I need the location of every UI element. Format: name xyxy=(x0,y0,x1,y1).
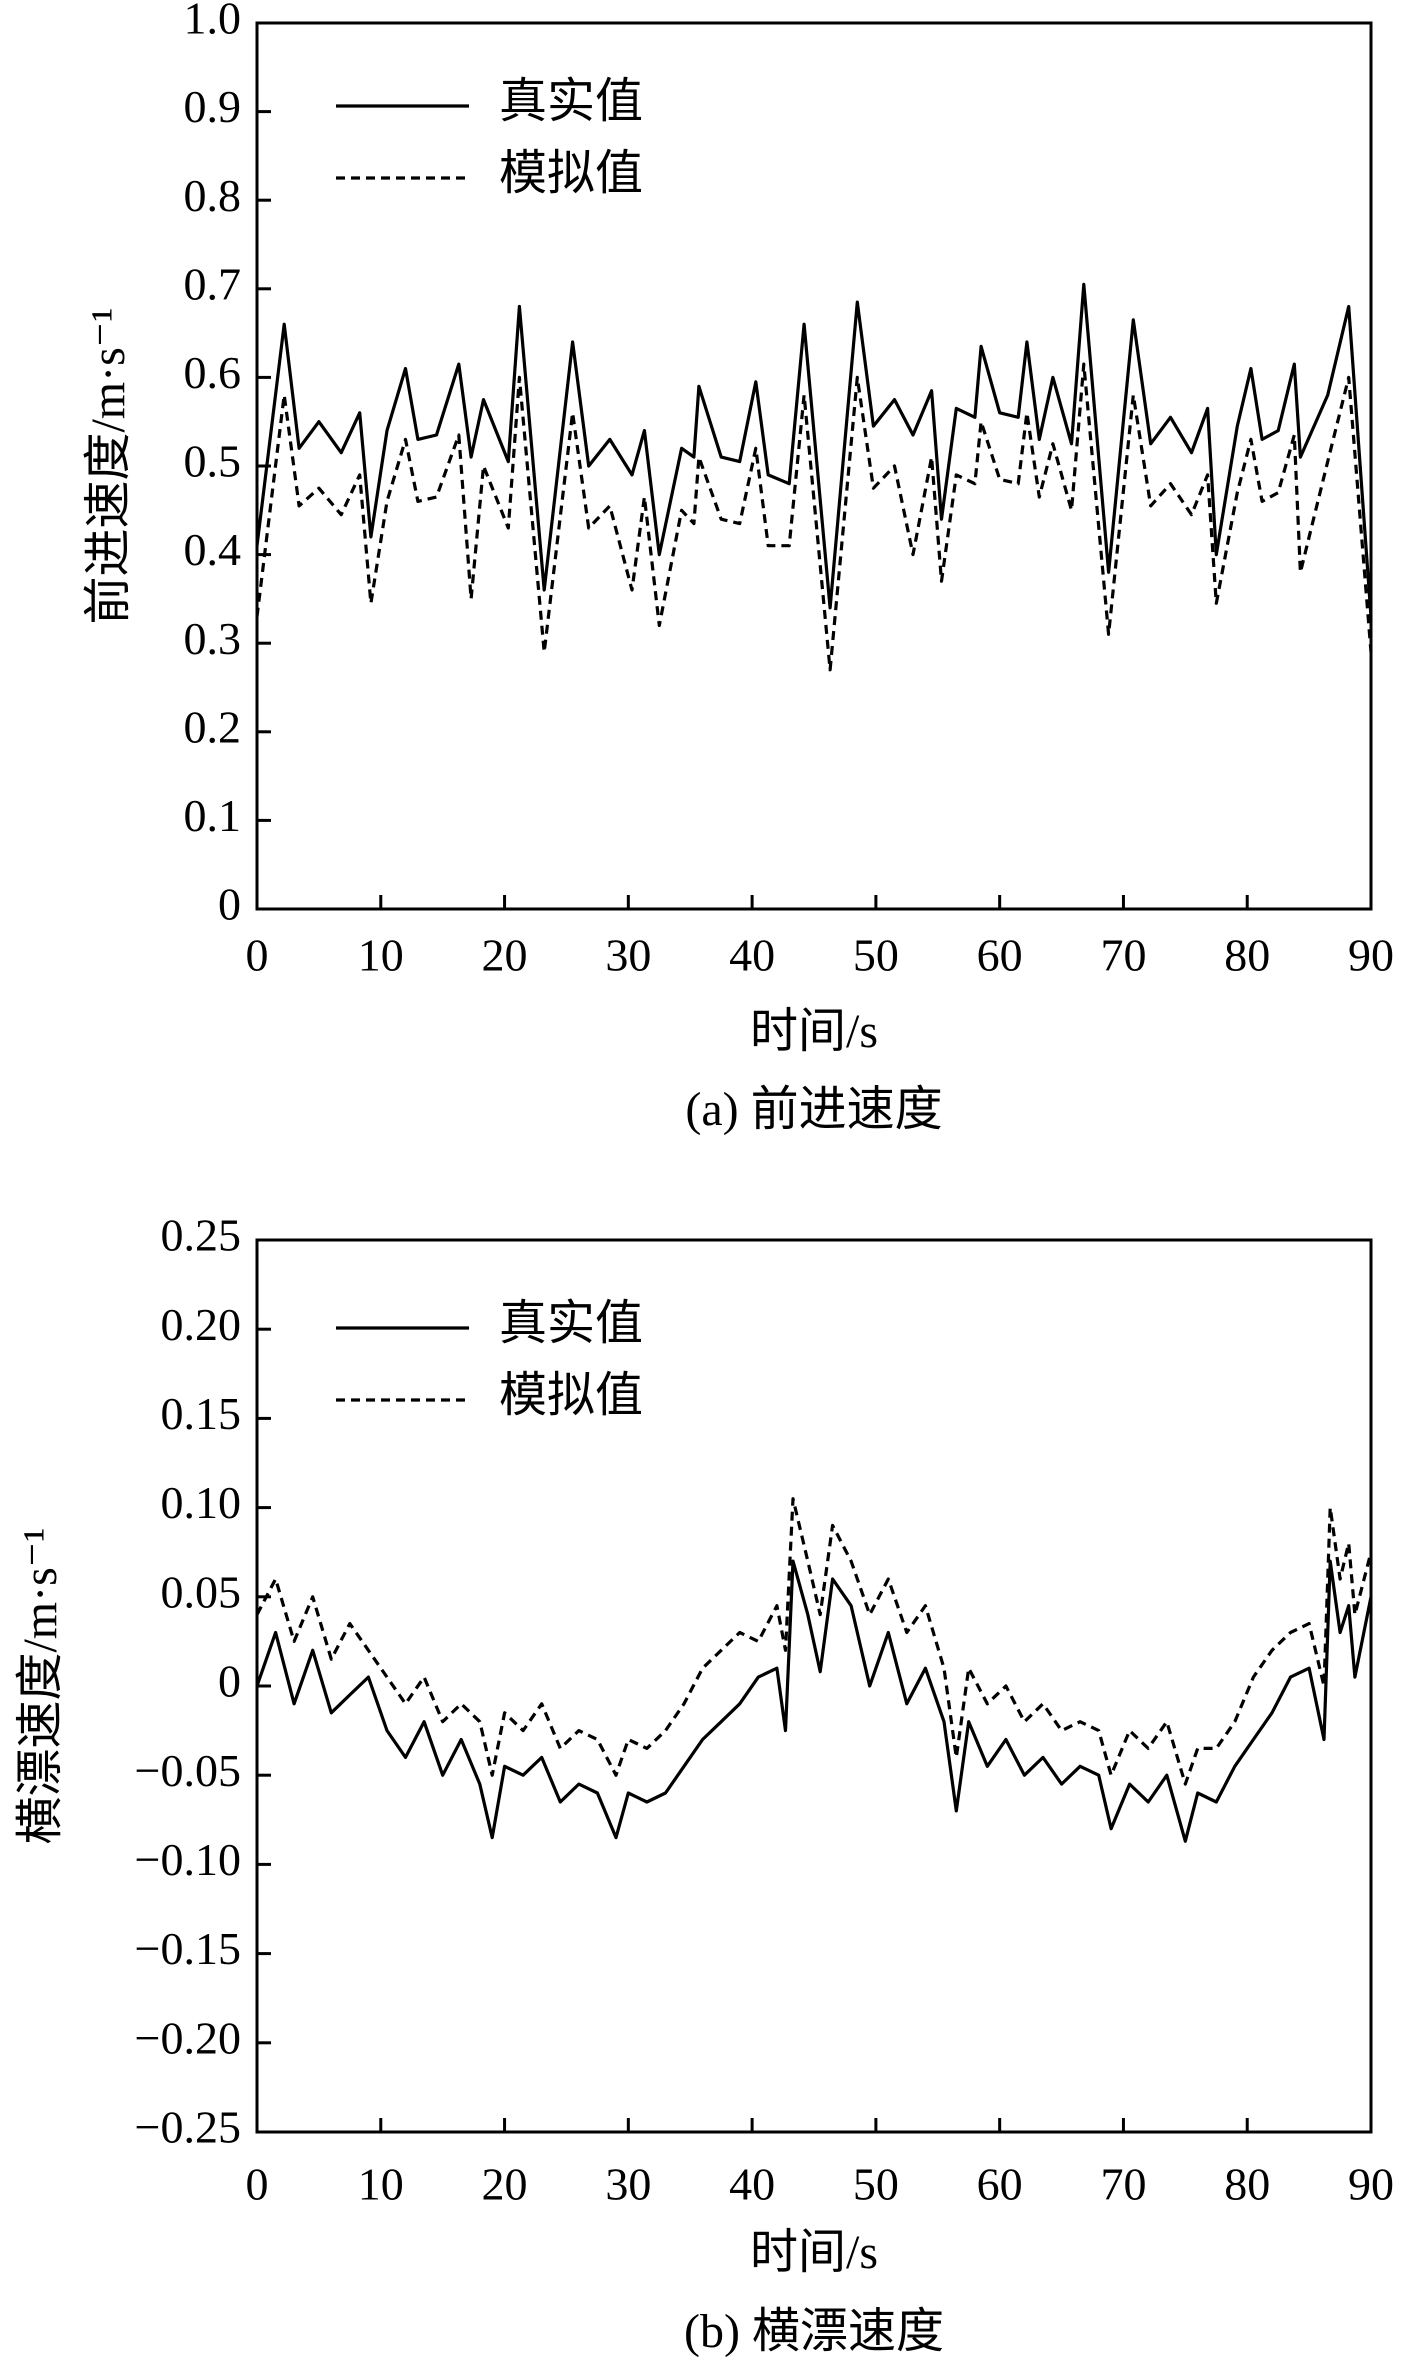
x-tick-label: 50 xyxy=(853,930,899,981)
y-tick-label: −0.15 xyxy=(135,1923,241,1974)
y-tick-label: 0.05 xyxy=(161,1566,242,1617)
x-tick-label: 10 xyxy=(358,930,404,981)
x-tick-label: 30 xyxy=(605,2159,651,2210)
x-axis-label: 时间/s xyxy=(750,1005,878,1058)
series-line xyxy=(255,1559,1373,1843)
caption: (a) 前进速度 xyxy=(685,1083,942,1136)
series-line xyxy=(255,1497,1373,1786)
plot-frame xyxy=(255,1238,1373,2134)
x-tick-label: 60 xyxy=(977,930,1023,981)
y-tick-label: −0.20 xyxy=(135,2012,241,2063)
x-tick-label: 50 xyxy=(853,2159,899,2210)
x-tick-label: 10 xyxy=(358,2159,404,2210)
y-tick-label: 0.1 xyxy=(184,790,242,841)
caption: (b) 横漂速度 xyxy=(684,2305,944,2358)
x-tick-label: 0 xyxy=(246,2159,269,2210)
legend-label: 模拟值 xyxy=(499,1369,643,1422)
y-tick-label: −0.10 xyxy=(135,1834,241,1885)
y-tick-label: −0.25 xyxy=(135,2102,241,2153)
y-tick-label: 0.10 xyxy=(161,1477,242,1528)
series-line xyxy=(255,282,1373,617)
x-tick-label: 30 xyxy=(605,930,651,981)
x-tick-label: 40 xyxy=(729,2159,775,2210)
legend-label: 真实值 xyxy=(499,1297,643,1350)
y-tick-label: 0.4 xyxy=(184,524,242,575)
y-tick-label: 0 xyxy=(218,1656,241,1707)
y-tick-label: 1.0 xyxy=(184,0,242,44)
y-tick-label: 0.7 xyxy=(184,258,242,309)
x-tick-label: 20 xyxy=(482,2159,528,2210)
x-axis-label: 时间/s xyxy=(750,2226,878,2279)
x-tick-label: 60 xyxy=(977,2159,1023,2210)
y-tick-label: 0.8 xyxy=(184,170,242,221)
x-tick-label: 20 xyxy=(482,930,528,981)
x-tick-label: 0 xyxy=(246,930,269,981)
y-tick-label: 0.15 xyxy=(161,1388,242,1439)
y-tick-label: 0.5 xyxy=(184,436,242,487)
x-tick-label: 70 xyxy=(1100,930,1146,981)
y-tick-label: 0.25 xyxy=(161,1210,242,1261)
x-tick-label: 70 xyxy=(1100,2159,1146,2210)
x-tick-label: 90 xyxy=(1348,930,1394,981)
y-tick-label: 0.6 xyxy=(184,347,242,398)
x-tick-label: 90 xyxy=(1348,2159,1394,2210)
y-tick-label: 0.3 xyxy=(184,613,242,664)
y-axis-label: 横漂速度/m·s⁻¹ xyxy=(14,1527,67,1844)
series-line xyxy=(255,362,1373,672)
x-tick-label: 80 xyxy=(1224,2159,1270,2210)
y-tick-label: 0.2 xyxy=(184,701,242,752)
y-tick-label: 0 xyxy=(218,879,241,930)
x-tick-label: 80 xyxy=(1224,930,1270,981)
legend-label: 真实值 xyxy=(499,75,643,128)
y-tick-label: 0.20 xyxy=(161,1299,242,1350)
y-axis-label: 前进速度/m·s⁻¹ xyxy=(82,307,135,624)
y-tick-label: −0.05 xyxy=(135,1745,241,1796)
x-tick-label: 40 xyxy=(729,930,775,981)
legend-label: 模拟值 xyxy=(499,147,643,200)
y-tick-label: 0.9 xyxy=(184,81,242,132)
plot-frame xyxy=(255,21,1373,911)
